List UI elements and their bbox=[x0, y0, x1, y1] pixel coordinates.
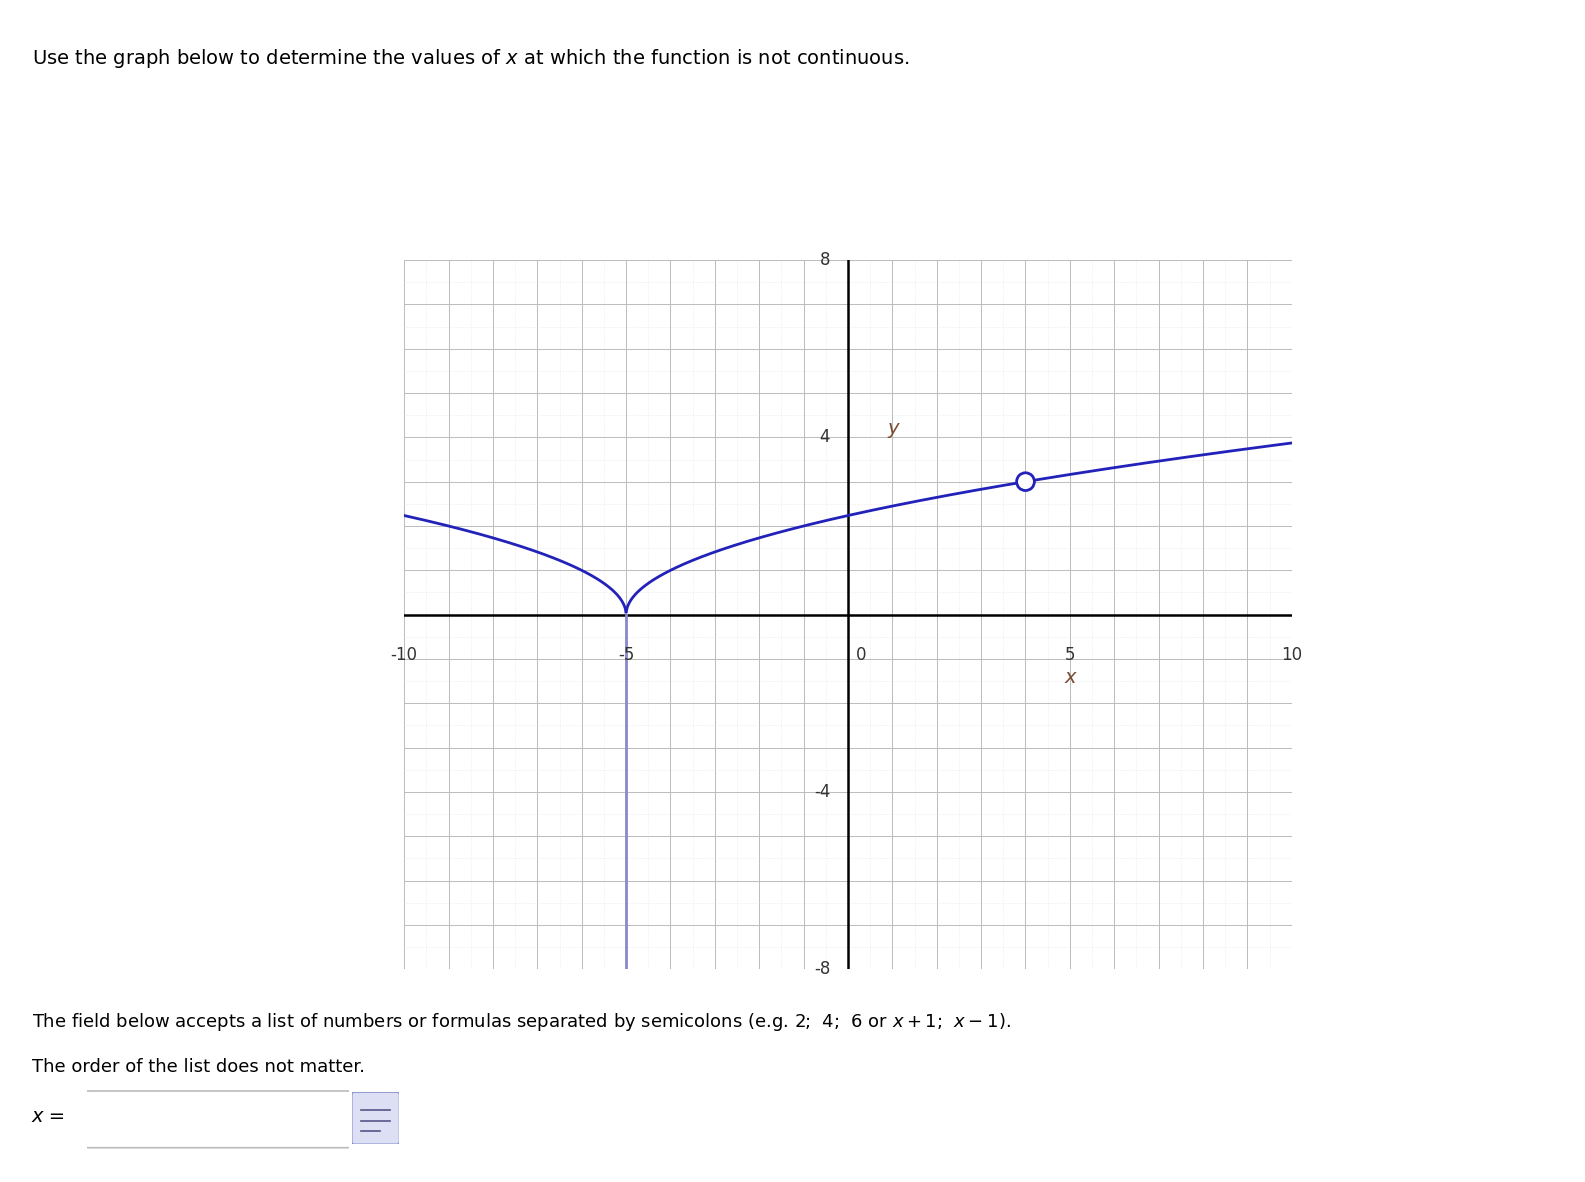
Text: -8: -8 bbox=[813, 960, 831, 979]
Text: The field below accepts a list of numbers or formulas separated by semicolons (e: The field below accepts a list of number… bbox=[32, 1011, 1011, 1033]
Text: Use the graph below to determine the values of $x$ at which the function is not : Use the graph below to determine the val… bbox=[32, 47, 910, 70]
Text: x: x bbox=[1064, 668, 1076, 687]
Text: x =: x = bbox=[32, 1108, 67, 1126]
Circle shape bbox=[1016, 473, 1035, 491]
Text: -4: -4 bbox=[813, 782, 831, 801]
Text: 10: 10 bbox=[1281, 645, 1303, 663]
Text: The order of the list does not matter.: The order of the list does not matter. bbox=[32, 1058, 365, 1076]
Text: -10: -10 bbox=[390, 645, 418, 663]
Text: 8: 8 bbox=[819, 251, 831, 269]
FancyBboxPatch shape bbox=[352, 1092, 399, 1144]
FancyBboxPatch shape bbox=[82, 1091, 353, 1148]
Text: -5: -5 bbox=[618, 645, 634, 663]
Text: 5: 5 bbox=[1065, 645, 1075, 663]
Text: y: y bbox=[888, 418, 899, 439]
Text: 4: 4 bbox=[819, 428, 831, 447]
Text: 0: 0 bbox=[856, 645, 867, 663]
